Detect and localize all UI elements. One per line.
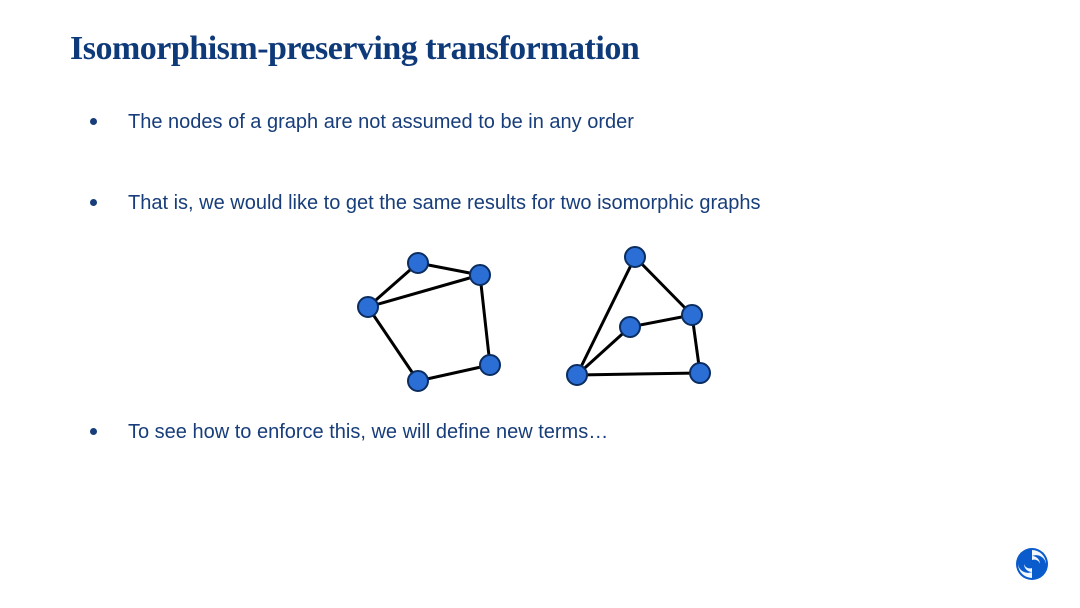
- graph-node: [408, 371, 428, 391]
- slide-title: Isomorphism-preserving transformation: [70, 30, 639, 68]
- graph-node: [480, 355, 500, 375]
- graph-node: [358, 297, 378, 317]
- slide: Isomorphism-preserving transformation Th…: [0, 0, 1080, 608]
- graph-node: [625, 247, 645, 267]
- graph-edge: [635, 257, 692, 315]
- swirl-icon: [1012, 544, 1052, 584]
- brand-logo: [1012, 544, 1052, 584]
- graph-node: [567, 365, 587, 385]
- graph-edge: [418, 365, 490, 381]
- graph-node: [620, 317, 640, 337]
- graph-node: [408, 253, 428, 273]
- bullet-text: The nodes of a graph are not assumed to …: [128, 111, 634, 133]
- graph-edge: [480, 275, 490, 365]
- graph-edge: [368, 307, 418, 381]
- graph-edge: [577, 373, 700, 375]
- bullet-item: To see how to enforce this, we will defi…: [90, 418, 990, 447]
- graph-node: [470, 265, 490, 285]
- bullet-item: The nodes of a graph are not assumed to …: [90, 108, 990, 137]
- bullet-text: To see how to enforce this, we will defi…: [128, 421, 608, 443]
- bullet-text: That is, we would like to get the same r…: [128, 192, 761, 214]
- graph-node: [690, 363, 710, 383]
- graph-edge: [577, 257, 635, 375]
- bullet-item: That is, we would like to get the same r…: [90, 189, 990, 218]
- isomorphic-graphs-figure: [340, 245, 740, 415]
- graph-node: [682, 305, 702, 325]
- graphs-svg: [340, 245, 740, 415]
